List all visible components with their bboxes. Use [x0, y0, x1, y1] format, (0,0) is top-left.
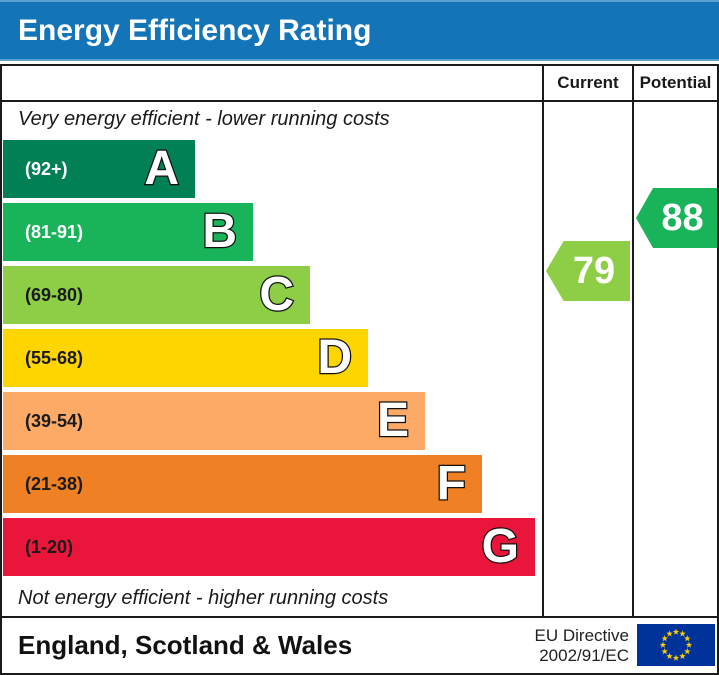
- page-title: Energy Efficiency Rating: [18, 14, 372, 47]
- band-letter: G: [480, 519, 520, 575]
- footer: England, Scotland & Wales EU Directive 2…: [2, 618, 717, 673]
- eu-directive-line1: EU Directive: [534, 626, 629, 645]
- band-letter: E: [376, 393, 411, 449]
- title-bar: Energy Efficiency Rating: [0, 0, 719, 61]
- rating-band-B: (81-91) B: [3, 203, 253, 261]
- band-range-label: (21-38): [25, 473, 84, 494]
- potential-rating-marker: 88: [636, 188, 717, 248]
- rating-band-F: (21-38) F: [3, 455, 482, 513]
- header-divider: [2, 100, 717, 102]
- current-rating-value: 79: [572, 249, 616, 292]
- rating-band-C: (69-80) C: [3, 266, 310, 324]
- current-rating-marker: 79: [546, 241, 630, 301]
- column-header-current: Current: [557, 73, 619, 92]
- band-range-label: (92+): [25, 158, 68, 179]
- rating-band-G: (1-20) G: [3, 518, 535, 576]
- band-range-label: (1-20): [25, 536, 74, 557]
- band-range-label: (39-54): [25, 410, 84, 431]
- footer-divider: [2, 616, 717, 618]
- potential-rating-value: 88: [661, 196, 704, 239]
- band-letter: F: [435, 456, 467, 512]
- region-label: England, Scotland & Wales: [18, 630, 353, 660]
- column-divider: [632, 66, 634, 616]
- band-range-label: (69-80): [25, 284, 84, 305]
- band-letter: A: [143, 141, 180, 197]
- column-header-potential: Potential: [639, 73, 712, 92]
- rating-table: Current Potential Very energy efficient …: [0, 64, 719, 675]
- band-letter: C: [258, 267, 295, 323]
- rating-band-D: (55-68) D: [3, 329, 368, 387]
- eu-directive-label: EU Directive 2002/91/EC: [535, 626, 629, 666]
- band-letter: D: [316, 330, 353, 386]
- rating-band-E: (39-54) E: [3, 392, 425, 450]
- rating-band-A: (92+) A: [3, 140, 195, 198]
- band-range-label: (81-91): [25, 221, 84, 242]
- band-range-label: (55-68): [25, 347, 84, 368]
- top-note: Very energy efficient - lower running co…: [18, 108, 390, 130]
- column-divider: [542, 66, 544, 616]
- eu-directive-line2: 2002/91/EC: [539, 646, 629, 665]
- eu-flag-icon: [637, 624, 715, 666]
- bottom-note: Not energy efficient - higher running co…: [18, 587, 389, 609]
- band-letter: B: [201, 204, 238, 260]
